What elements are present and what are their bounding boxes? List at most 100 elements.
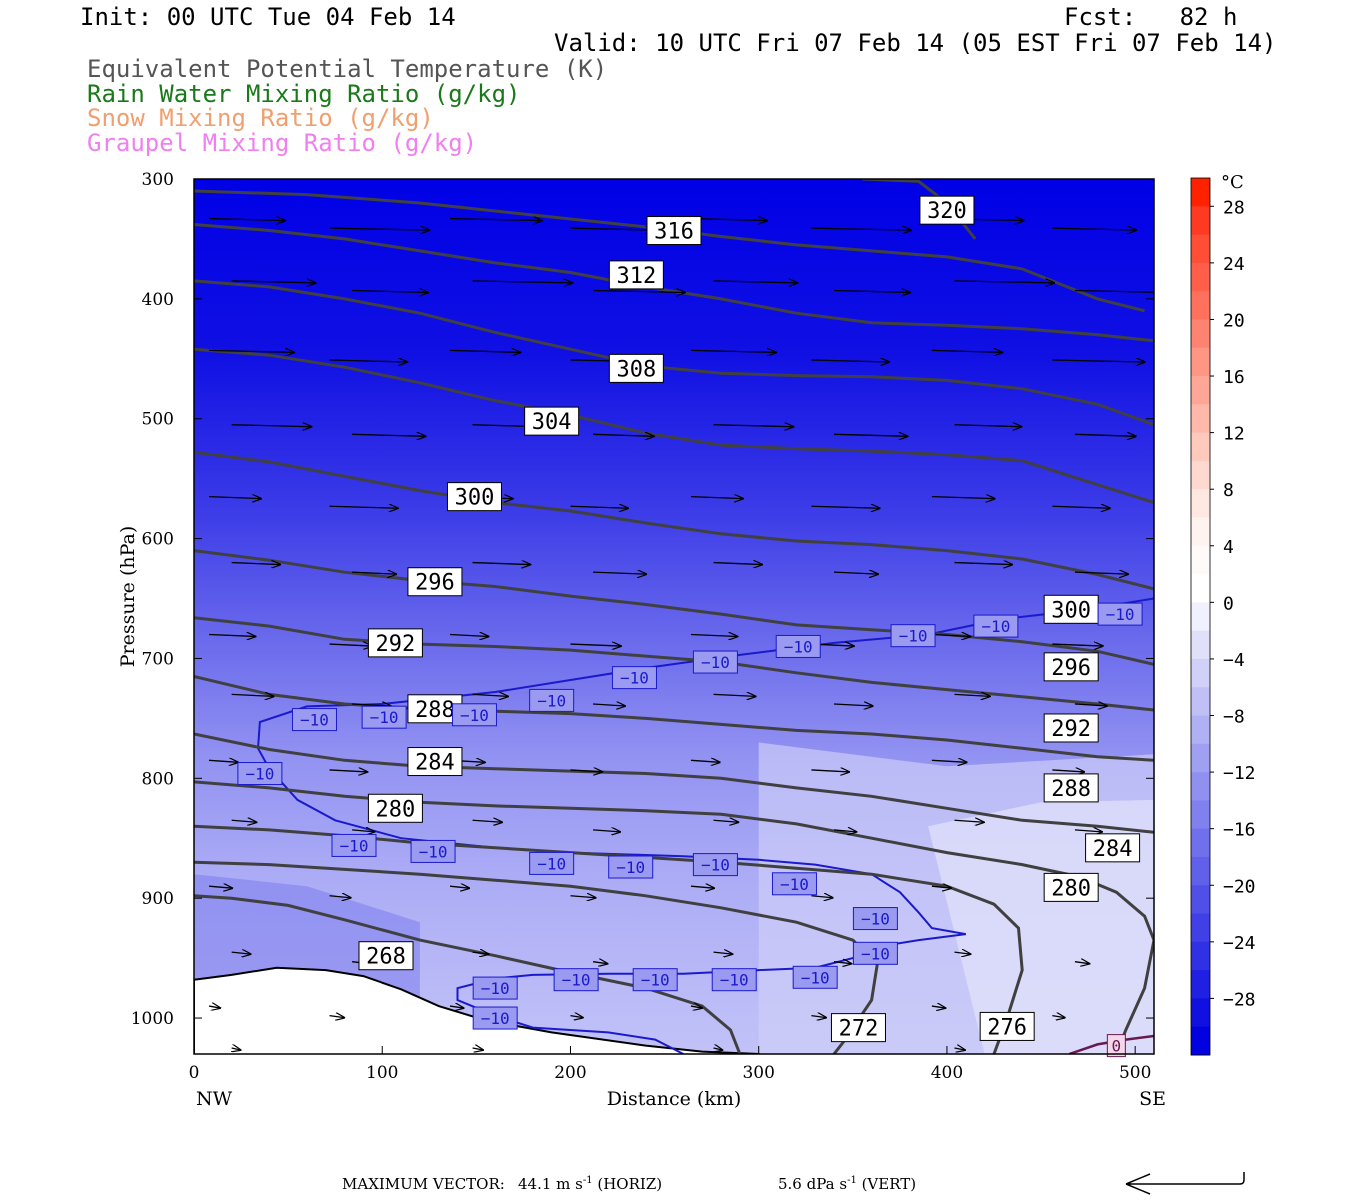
isotherm-label-box (237, 762, 283, 786)
theta-e-label-box (407, 567, 463, 597)
theta-e-contour-316 (194, 189, 1145, 313)
isotherm-label-box (529, 688, 575, 712)
wind-vector (1075, 1058, 1085, 1060)
x-tick-label: 100 (366, 1063, 398, 1083)
theta-e-contour-272 (194, 860, 879, 1054)
wind-vector (209, 760, 238, 762)
wind-vector (1052, 770, 1084, 772)
isotherm-label-box (852, 941, 898, 965)
colorbar-swatch (1191, 828, 1210, 858)
theta-e-label-box (1043, 713, 1099, 743)
colorbar-tick-label: 12 (1223, 424, 1245, 445)
isotherm-label: −10 (370, 708, 399, 727)
max-vector-horiz: 44.1 m s-1 (HORIZ) (518, 1175, 663, 1193)
colorbar-swatch (1191, 460, 1210, 490)
wind-vector (209, 634, 255, 636)
wind-vector (472, 952, 489, 954)
wind-vector (449, 219, 542, 221)
wind-vector (1074, 434, 1136, 436)
colorbar-tick-label: −16 (1223, 820, 1256, 841)
isotherm-label-box (331, 833, 377, 857)
plot-frame (193, 178, 1155, 1055)
isotherm-label-box (632, 968, 678, 992)
wind-vector (954, 1048, 965, 1050)
wind-vector (690, 497, 743, 499)
colorbar-swatch (1191, 885, 1210, 915)
wind-vector (931, 760, 967, 762)
zero-isotherm-label: 0 (1112, 1037, 1122, 1056)
wind-vector (1074, 572, 1128, 574)
isotherm-label: −10 (460, 706, 489, 725)
wind-vector (208, 1006, 220, 1008)
colorbar-swatch (1191, 347, 1210, 377)
theta-e-label-box (407, 747, 463, 777)
colorbar-swatch (1191, 970, 1210, 999)
isotherm-label-box (792, 965, 838, 989)
isotherm-label-box (775, 634, 821, 658)
isotherm-label-box (472, 976, 518, 1000)
theta-e-label-box (1043, 652, 1099, 682)
y-tick-label: 700 (142, 649, 174, 669)
theta-e-label-box (979, 1011, 1035, 1041)
colorbar-tick-label: 16 (1223, 367, 1245, 388)
isotherm-label: −10 (1106, 605, 1135, 624)
wind-vector (713, 952, 733, 954)
isotherm-label: −10 (701, 856, 730, 875)
zero-isotherm-label-box (1106, 1034, 1126, 1058)
theta-e-label-box (1043, 872, 1099, 902)
theta-e-label: 280 (1051, 876, 1091, 901)
colorbar-swatch (1191, 743, 1210, 773)
colorbar-swatch (1191, 319, 1210, 349)
wind-vector (570, 506, 627, 508)
wind-vector (1074, 830, 1102, 832)
wind-vector (833, 830, 856, 832)
isotherm-label: −10 (641, 971, 670, 990)
isotherm-label: −10 (245, 765, 274, 784)
isotherm-label: −10 (899, 627, 928, 646)
colorbar-swatch (1191, 178, 1210, 207)
isotherm-label-box (711, 968, 757, 992)
theta-e-label-box (608, 353, 664, 383)
colorbar-swatch (1191, 687, 1210, 717)
isotherm-label-box (852, 907, 898, 931)
isotherm-label-box (472, 1006, 518, 1030)
wind-vector (690, 350, 776, 352)
wind-vector (690, 886, 714, 888)
isotherm-label-box (291, 708, 337, 732)
legend-theta-e: Equivalent Potential Temperature (K) (87, 55, 608, 83)
wind-vector (690, 634, 737, 636)
wind-vector (449, 634, 488, 636)
wind-vector (593, 290, 685, 292)
colorbar-swatch (1191, 545, 1210, 575)
isotherm-label-box (611, 666, 657, 690)
isotherm-label-box (361, 705, 407, 729)
colorbar-swatch (1191, 489, 1210, 518)
theta-e-label: 284 (1093, 837, 1133, 862)
y-tick-label: 400 (142, 290, 174, 310)
wind-vector (954, 425, 1021, 427)
colorbar-tick-label: −12 (1223, 763, 1256, 784)
wind-vector (1074, 704, 1107, 706)
wind-vector (931, 886, 951, 888)
wind-vector (1074, 962, 1089, 964)
wind-vector (833, 434, 907, 436)
x-tick-label: 200 (554, 1063, 586, 1083)
isotherm-label: −10 (616, 858, 645, 877)
colorbar-swatch (1191, 772, 1210, 801)
wind-vector (1052, 228, 1136, 230)
theta-e-label: 292 (1051, 717, 1091, 742)
wind-vector (593, 434, 654, 436)
legend-snow: Snow Mixing Ratio (g/kg) (87, 104, 434, 132)
colorbar-tick-label: 4 (1223, 537, 1234, 558)
colorbar-swatch (1191, 517, 1210, 547)
wind-vector (931, 350, 1002, 352)
theta-e-label: 308 (616, 357, 656, 382)
colorbar-swatch (1191, 291, 1210, 320)
theta-e-label-box (446, 482, 502, 512)
isotherm-label-box (1097, 602, 1143, 626)
wind-vector (593, 704, 625, 706)
x-end-label-left: NW (196, 1088, 233, 1110)
y-tick-label: 500 (142, 410, 174, 430)
isotherm-label: −10 (784, 637, 813, 656)
init-time: Init: 00 UTC Tue 04 Feb 14 (80, 3, 456, 31)
